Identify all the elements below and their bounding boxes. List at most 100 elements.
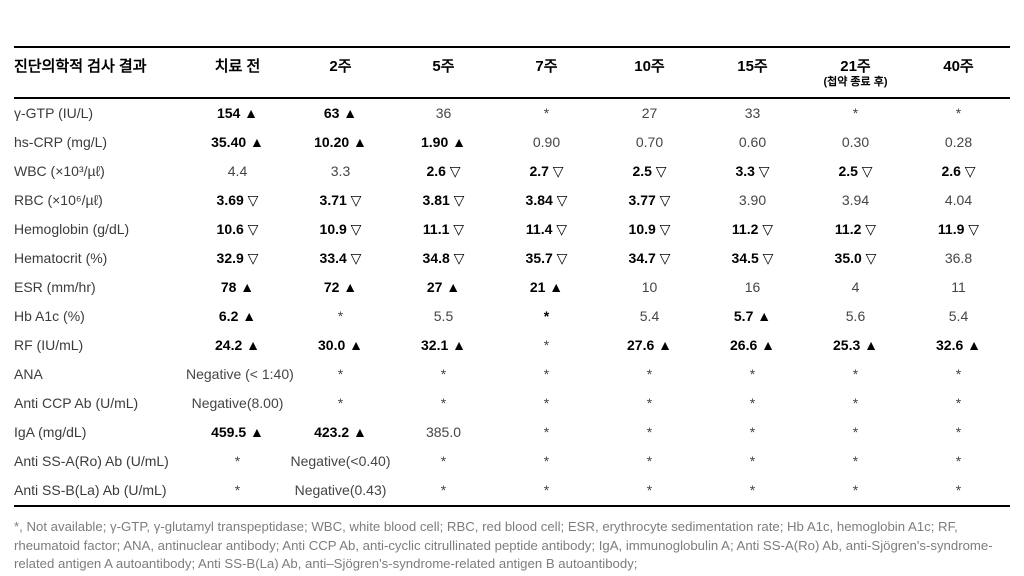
column-header-test-name: 진단의학적 검사 결과	[14, 58, 147, 75]
table-cell: 10.9 ▽	[628, 220, 671, 237]
row-label: γ-GTP (IU/L)	[14, 105, 94, 122]
table-cell: 5.4	[639, 308, 660, 325]
table-cell: *	[955, 482, 962, 499]
column-header-week-5: 5주	[432, 58, 455, 75]
table-cell: 0.90	[532, 134, 561, 151]
table-cell: 35.40 ▲	[211, 134, 264, 151]
table-cell: 2.5 ▽	[632, 162, 667, 179]
table-cell: *	[852, 482, 859, 499]
table-cell: 10.6 ▽	[216, 220, 259, 237]
table-cell: 27	[641, 105, 658, 122]
table-cell: 10.20 ▲	[314, 134, 367, 151]
table-cell: *	[749, 366, 756, 383]
table-cell: 24.2 ▲	[215, 337, 260, 354]
table-cell: 11.9 ▽	[937, 220, 980, 237]
table-cell: 34.8 ▽	[422, 249, 465, 266]
table-cell: *	[440, 453, 447, 470]
table-cell: 11.2 ▽	[834, 220, 877, 237]
row-label: RBC (×10⁶/µℓ)	[14, 192, 103, 209]
column-header-week-40: 40주	[943, 58, 974, 75]
table-cell: 11	[951, 279, 966, 296]
row-label: Hb A1c (%)	[14, 308, 85, 325]
table-cell: 32.9 ▽	[216, 249, 259, 266]
table-row: IgA (mg/dL) 459.5 ▲ 423.2 ▲ 385.0 * * * * *	[14, 418, 1010, 447]
table-cell: *	[543, 424, 550, 441]
table-cell: *	[543, 366, 550, 383]
table-cell: 2.7 ▽	[529, 162, 564, 179]
table-cell: 3.90	[738, 192, 767, 209]
table-cell: 63 ▲	[323, 105, 358, 122]
table-cell: 36	[435, 105, 452, 122]
table-cell: 25.3 ▲	[833, 337, 878, 354]
table-cell: 385.0	[425, 424, 462, 441]
table-cell: *	[955, 105, 962, 122]
table-cell: 11.1 ▽	[422, 220, 465, 237]
table-cell: *	[440, 482, 447, 499]
table-cell: Negative(8.00)	[191, 395, 284, 412]
table-cell: *	[749, 395, 756, 412]
table-row: Hb A1c (%) 6.2 ▲ * 5.5 * 5.4 5.7 ▲ 5.6 5.4	[14, 302, 1010, 331]
table-cell: 36.8	[944, 250, 973, 267]
table-cell: *	[646, 482, 653, 499]
row-label: RF (IU/mL)	[14, 337, 84, 354]
table-row: RF (IU/mL) 24.2 ▲ 30.0 ▲ 32.1 ▲ * 27.6 ▲ 26.6 …	[14, 331, 1010, 360]
table-cell: 2.5 ▽	[838, 162, 873, 179]
table-cell: 154 ▲	[216, 105, 259, 122]
table-cell: 10.9 ▽	[319, 220, 362, 237]
table-row: RBC (×10⁶/µℓ) 3.69 ▽ 3.71 ▽ 3.81 ▽ 3.84 ▽ 3.7…	[14, 186, 1010, 215]
row-label: Hematocrit (%)	[14, 250, 108, 267]
table-row: Anti CCP Ab (U/mL) Negative(8.00) * * * * * * *	[14, 389, 1010, 418]
table-cell: 5.6	[845, 308, 866, 325]
row-label: Anti SS-B(La) Ab (U/mL)	[14, 482, 167, 499]
table-row: Hematocrit (%) 32.9 ▽ 33.4 ▽ 34.8 ▽ 35.7 ▽ 34…	[14, 244, 1010, 273]
table-row: WBC (×10³/µℓ) 4.4 3.3 2.6 ▽ 2.7 ▽ 2.5 ▽ 3.3 ▽ 2…	[14, 157, 1010, 186]
table-cell: *	[543, 482, 550, 499]
table-cell: 27.6 ▲	[627, 337, 672, 354]
table-cell: *	[852, 424, 859, 441]
table-cell: 4.4	[227, 163, 248, 180]
table-cell: 10	[641, 279, 658, 296]
table-cell: 2.6 ▽	[426, 162, 461, 179]
table-cell: Negative(<0.40)	[290, 453, 391, 470]
table-cell: *	[234, 482, 241, 499]
table-cell: *	[543, 308, 550, 325]
row-label: ESR (mm/hr)	[14, 279, 96, 296]
table-cell: 0.70	[635, 134, 664, 151]
table-header: 진단의학적 검사 결과 치료 전 2주 5주 7주 10주 15주 21주 (첩…	[14, 47, 1010, 98]
table-row: Hemoglobin (g/dL) 10.6 ▽ 10.9 ▽ 11.1 ▽ 11.4 …	[14, 215, 1010, 244]
table-body: γ-GTP (IU/L) 154 ▲ 63 ▲ 36 * 27 33 * * hs-CRP (mg…	[14, 98, 1010, 506]
table-cell: *	[543, 395, 550, 412]
table-cell: *	[646, 395, 653, 412]
lab-results-table: 진단의학적 검사 결과 치료 전 2주 5주 7주 10주 15주 21주 (첩…	[14, 46, 1010, 507]
table-cell: 11.2 ▽	[731, 220, 774, 237]
table-cell: 0.60	[738, 134, 767, 151]
table-cell: 16	[744, 279, 761, 296]
table-cell: *	[440, 395, 447, 412]
table-cell: 3.94	[841, 192, 870, 209]
table-cell: 423.2 ▲	[314, 424, 367, 441]
table-cell: 35.7 ▽	[525, 249, 568, 266]
table-row: γ-GTP (IU/L) 154 ▲ 63 ▲ 36 * 27 33 * *	[14, 98, 1010, 128]
table-cell: 4.04	[944, 192, 973, 209]
column-header-week-10: 10주	[634, 58, 665, 75]
column-header-week-21: 21주 (첩약 종료 후)	[804, 47, 907, 98]
table-row: Anti SS-A(Ro) Ab (U/mL) * Negative(<0.40) *…	[14, 447, 1010, 476]
table-cell: *	[955, 453, 962, 470]
table-cell: 78 ▲	[220, 279, 255, 296]
table-cell: *	[337, 308, 344, 325]
row-label: Anti SS-A(Ro) Ab (U/mL)	[14, 453, 169, 470]
column-header-week-2: 2주	[329, 58, 352, 75]
table-cell: *	[543, 337, 550, 354]
table-cell: 3.71 ▽	[319, 191, 362, 208]
table-row: Anti SS-B(La) Ab (U/mL) * Negative(0.43) * *…	[14, 476, 1010, 506]
table-cell: *	[234, 453, 241, 470]
table-cell: 0.30	[841, 134, 870, 151]
table-cell: 5.4	[948, 308, 969, 325]
table-cell: 6.2 ▲	[218, 308, 257, 325]
table-cell: *	[955, 366, 962, 383]
table-cell: 3.3 ▽	[735, 162, 770, 179]
table-cell: 3.77 ▽	[628, 191, 671, 208]
row-label: ANA	[14, 366, 43, 383]
table-cell: 33	[744, 105, 761, 122]
table-cell: Negative(0.43)	[294, 482, 387, 499]
